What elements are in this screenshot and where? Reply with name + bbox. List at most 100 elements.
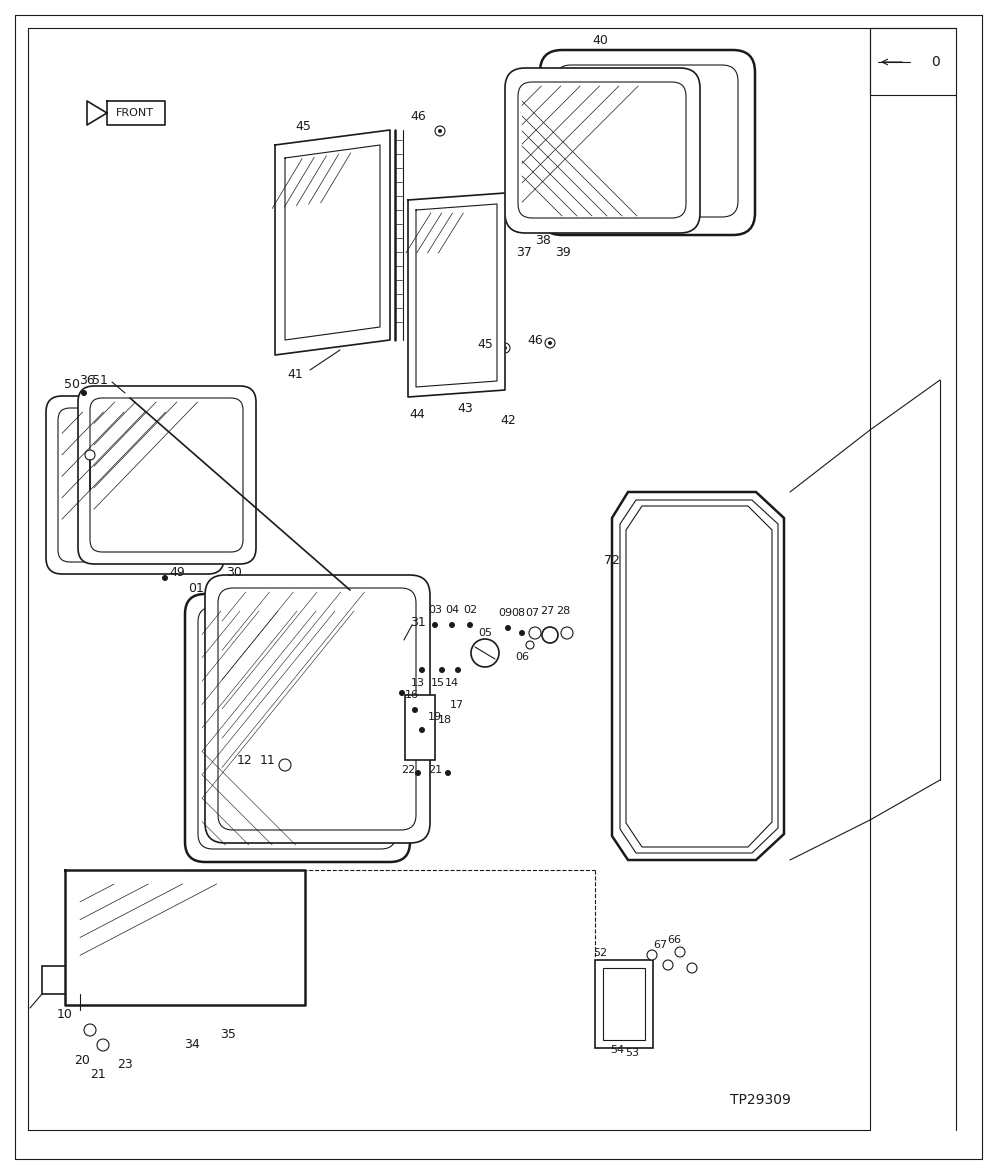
Circle shape [662,714,674,726]
Text: 22: 22 [401,765,415,775]
Circle shape [438,129,442,133]
Circle shape [282,762,288,768]
Circle shape [432,622,438,628]
Text: 67: 67 [653,940,667,950]
FancyBboxPatch shape [185,594,410,862]
Circle shape [303,157,313,167]
Circle shape [435,126,445,136]
Circle shape [449,622,455,628]
Text: 51: 51 [92,373,108,386]
Bar [603,969,645,1040]
Text: 46: 46 [410,110,426,123]
Polygon shape [107,101,165,124]
Circle shape [665,717,671,723]
Text: 07: 07 [525,608,539,618]
Text: 21: 21 [90,1068,106,1081]
Text: 27: 27 [539,606,554,616]
Bar [595,960,653,1048]
Circle shape [419,667,425,673]
Text: 0: 0 [930,55,939,69]
Text: 20: 20 [74,1053,90,1066]
Circle shape [455,667,461,673]
FancyBboxPatch shape [518,82,686,218]
Text: 45: 45 [477,338,493,351]
Circle shape [467,622,473,628]
Circle shape [97,1039,109,1051]
Text: 06: 06 [515,652,529,662]
Circle shape [647,950,657,960]
Text: 08: 08 [510,608,525,618]
Bar [42,966,80,994]
Polygon shape [408,193,505,397]
Text: 53: 53 [625,1048,639,1058]
Circle shape [84,1024,96,1035]
Circle shape [279,760,291,771]
Circle shape [545,338,555,348]
Text: 05: 05 [478,628,492,637]
Polygon shape [626,506,772,846]
FancyBboxPatch shape [90,398,243,552]
Polygon shape [275,130,390,355]
Text: 02: 02 [463,605,477,615]
Text: 03: 03 [428,605,442,615]
Circle shape [707,715,713,721]
Circle shape [687,963,697,973]
FancyBboxPatch shape [555,65,738,217]
Circle shape [663,960,673,970]
Text: 66: 66 [667,935,681,945]
Circle shape [439,667,445,673]
Circle shape [500,343,510,353]
FancyBboxPatch shape [198,607,396,849]
FancyBboxPatch shape [75,880,295,996]
Circle shape [81,390,87,396]
FancyBboxPatch shape [505,68,700,232]
Circle shape [100,1043,106,1048]
Text: FRONT: FRONT [116,108,154,119]
Text: TP29309: TP29309 [730,1093,791,1107]
Text: 30: 30 [226,566,242,579]
Circle shape [542,627,558,643]
FancyBboxPatch shape [46,396,224,574]
Text: 10: 10 [57,1008,73,1021]
Text: 31: 31 [410,615,426,628]
Text: 16: 16 [405,690,419,700]
Circle shape [419,727,425,733]
Circle shape [415,770,421,776]
Text: 40: 40 [592,34,608,47]
Circle shape [665,962,671,969]
Text: 28: 28 [556,606,570,616]
Bar [405,695,435,760]
Circle shape [548,340,552,345]
Text: 36: 36 [79,375,95,387]
Text: 49: 49 [169,566,184,579]
FancyBboxPatch shape [58,409,211,562]
Text: 42: 42 [500,413,515,426]
Text: 15: 15 [431,679,445,688]
Circle shape [87,1027,93,1033]
Text: 13: 13 [411,679,425,688]
FancyBboxPatch shape [617,724,739,787]
Text: 34: 34 [184,1039,199,1052]
Polygon shape [87,101,107,124]
Text: 18: 18 [438,715,452,726]
Circle shape [162,575,168,581]
Circle shape [561,627,573,639]
Circle shape [306,160,310,164]
Text: 04: 04 [445,605,459,615]
Text: 23: 23 [117,1059,133,1072]
Text: 72: 72 [604,553,620,567]
Circle shape [412,707,418,713]
Circle shape [529,627,541,639]
Text: 21: 21 [428,765,442,775]
Text: 54: 54 [610,1045,624,1055]
Text: 17: 17 [450,700,464,710]
FancyBboxPatch shape [540,50,755,235]
Circle shape [471,639,499,667]
Text: 43: 43 [458,402,473,414]
Circle shape [85,450,95,460]
Circle shape [649,952,655,958]
Text: 41: 41 [287,369,303,382]
Circle shape [399,690,405,696]
Text: 25: 25 [647,708,663,721]
Text: 09: 09 [498,608,512,618]
